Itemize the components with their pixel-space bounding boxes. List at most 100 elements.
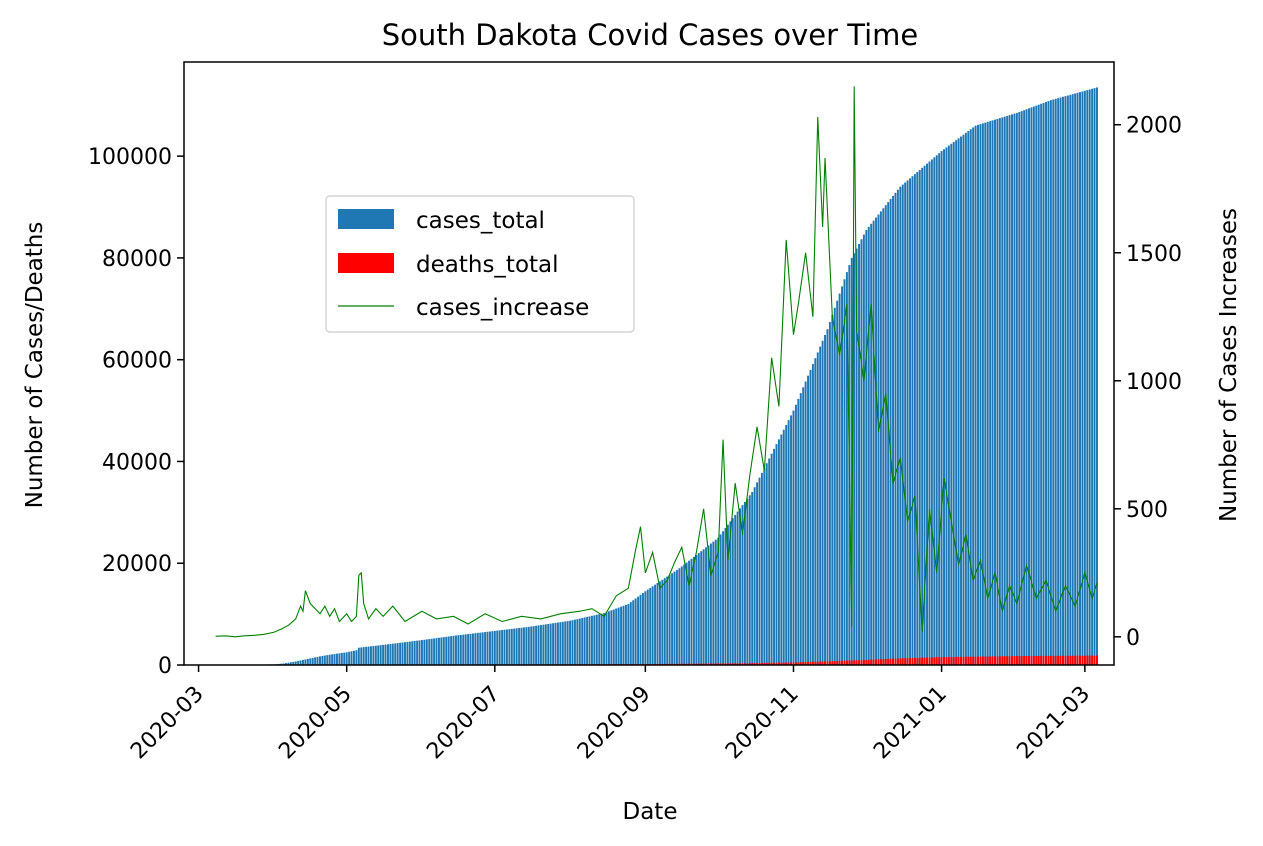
cases-total-bar [610, 610, 613, 665]
cases-total-bar [957, 138, 960, 665]
deaths-total-bar [777, 662, 780, 665]
deaths-total-bar [1015, 656, 1018, 665]
cases-total-bar [760, 472, 763, 665]
deaths-total-bar [923, 657, 926, 665]
deaths-total-bar [838, 660, 841, 665]
cases-total-bar [892, 195, 894, 665]
cases-total-bar [1003, 116, 1006, 665]
cases-total-bar [777, 439, 780, 665]
cases-total-bar [853, 253, 856, 665]
cases-total-bar [644, 591, 647, 665]
cases-total-bar [639, 594, 642, 665]
deaths-total-bar [1083, 655, 1086, 665]
cases-total-bar [357, 647, 360, 665]
deaths-total-bar [981, 656, 984, 665]
cases-total-bar [763, 468, 766, 665]
cases-total-bar [496, 630, 499, 665]
cases-total-bar [1057, 98, 1060, 665]
cases-total-bar [726, 524, 729, 665]
cases-total-bar [474, 633, 477, 665]
cases-total-bar [353, 650, 355, 665]
cases-total-bar [879, 211, 882, 665]
cases-total-bar [729, 521, 732, 665]
deaths-total-bar [918, 657, 921, 665]
legend-swatch-deaths-total [338, 253, 394, 273]
cases-total-bar [581, 618, 584, 665]
legend-label-cases-increase: cases_increase [416, 295, 589, 321]
cases-total-bar [469, 633, 472, 665]
deaths-total-bar [872, 659, 875, 665]
deaths-total-bar [780, 662, 783, 665]
cases-total-bar [870, 223, 873, 665]
deaths-total-bar [782, 662, 785, 665]
cases-total-bar [909, 178, 911, 666]
deaths-total-bar [731, 663, 734, 665]
cases-total-bar [1025, 109, 1028, 665]
cases-total-bar [1011, 114, 1013, 665]
deaths-total-bar [877, 659, 880, 665]
cases-total-bar [945, 147, 948, 666]
deaths-total-bar [770, 662, 773, 665]
cases-total-bar [768, 458, 771, 665]
cases-total-bar [799, 393, 802, 665]
cases-total-bar [962, 134, 965, 665]
cases-total-bar [843, 279, 846, 665]
cases-total-bar [836, 300, 839, 665]
cases-total-bar [481, 632, 484, 665]
chart-title: South Dakota Covid Cases over Time [382, 18, 918, 52]
deaths-total-bar [773, 662, 776, 665]
cases-total-bar [916, 172, 919, 665]
cases-total-bar [331, 654, 334, 665]
cases-total-bar [476, 632, 479, 665]
cases-total-bar [464, 634, 467, 665]
deaths-total-bar [1091, 655, 1094, 665]
deaths-total-bar [848, 660, 851, 665]
cases-total-bar [794, 404, 797, 665]
cases-total-bar [377, 645, 380, 665]
cases-total-bar [702, 549, 705, 665]
deaths-total-bar [1011, 656, 1013, 665]
cases-total-bar [814, 358, 817, 665]
deaths-total-bar [887, 658, 890, 665]
deaths-total-bar [1023, 656, 1026, 665]
cases-total-bar [782, 429, 785, 665]
cases-total-bar [943, 149, 945, 666]
cases-total-bar [700, 551, 703, 665]
deaths-total-bar [889, 658, 892, 665]
deaths-total-bar [950, 656, 953, 665]
cases-total-bar [984, 122, 987, 666]
cases-total-bar [792, 410, 795, 665]
cases-total-bar [479, 632, 482, 665]
deaths-total-bar [870, 659, 873, 665]
deaths-total-bar [892, 658, 894, 665]
deaths-total-bar [1030, 656, 1033, 665]
cases-total-bar [1076, 92, 1079, 666]
cases-total-bar [1015, 112, 1018, 665]
cases-total-bar [399, 642, 402, 665]
cases-total-bar [894, 192, 897, 665]
deaths-total-bar [977, 656, 979, 665]
cases-total-bar [1035, 105, 1038, 666]
cases-total-bar [865, 229, 868, 666]
deaths-total-bar [828, 661, 831, 665]
cases-total-bar [889, 199, 892, 665]
cases-total-bar [1001, 117, 1004, 665]
deaths-total-bar [1001, 656, 1004, 665]
deaths-total-bar [1066, 655, 1069, 665]
cases-total-bar [802, 387, 805, 665]
cases-total-bar [1071, 94, 1074, 665]
deaths-total-bar [879, 659, 882, 665]
cases-total-bar [588, 616, 591, 665]
left-y-tick-label: 80000 [102, 247, 172, 272]
cases-total-bar [935, 155, 938, 666]
deaths-total-bar [1013, 656, 1016, 665]
deaths-total-bar [1045, 655, 1047, 665]
x-tick-label: 2021-03 [1012, 682, 1095, 765]
deaths-total-bar [1006, 656, 1009, 665]
deaths-total-bar [790, 662, 793, 665]
deaths-total-bar [850, 660, 853, 665]
cases-total-bar [1069, 94, 1072, 665]
deaths-total-bar [763, 662, 766, 665]
deaths-total-bar [984, 656, 987, 665]
cases-total-bar [743, 501, 746, 665]
